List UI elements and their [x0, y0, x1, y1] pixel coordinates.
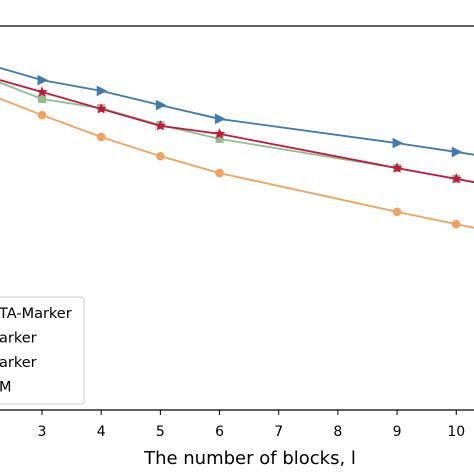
marker [154, 120, 166, 131]
x-tick-label: 5 [156, 424, 165, 440]
x-tick-label: 9 [393, 424, 402, 440]
plot-area [0, 66, 474, 229]
marker [155, 99, 167, 111]
marker [215, 113, 226, 125]
legend-label: arker [0, 355, 37, 371]
series-line [0, 97, 474, 229]
series-line [0, 81, 474, 184]
x-tick-label: 10 [447, 424, 465, 440]
marker [392, 207, 402, 217]
x-tick-label: 8 [333, 424, 342, 440]
marker [214, 128, 226, 139]
marker [37, 74, 49, 86]
marker [36, 86, 48, 97]
marker [96, 132, 106, 142]
legend-label: M [0, 380, 12, 396]
marker [96, 85, 108, 97]
marker [392, 137, 404, 149]
marker [37, 110, 47, 120]
marker [391, 162, 403, 173]
marker [450, 173, 462, 184]
x-tick-label: 6 [215, 424, 224, 440]
x-axis-label: The number of blocks, l [143, 448, 356, 469]
marker [95, 103, 107, 114]
marker [215, 168, 224, 178]
legend-label: arker [0, 331, 37, 347]
series-line [0, 79, 474, 184]
marker [156, 151, 165, 161]
marker [451, 219, 461, 229]
marker [451, 146, 463, 158]
x-tick-label: 3 [38, 424, 47, 440]
legend-label: TA-Marker [0, 306, 72, 322]
series-line [0, 66, 474, 156]
x-tick-label: 7 [274, 424, 283, 440]
marker [38, 94, 47, 103]
legend: TA-Marker arker arker M [0, 306, 72, 396]
x-tick-label: 4 [97, 424, 106, 440]
legend-box [0, 296, 85, 405]
